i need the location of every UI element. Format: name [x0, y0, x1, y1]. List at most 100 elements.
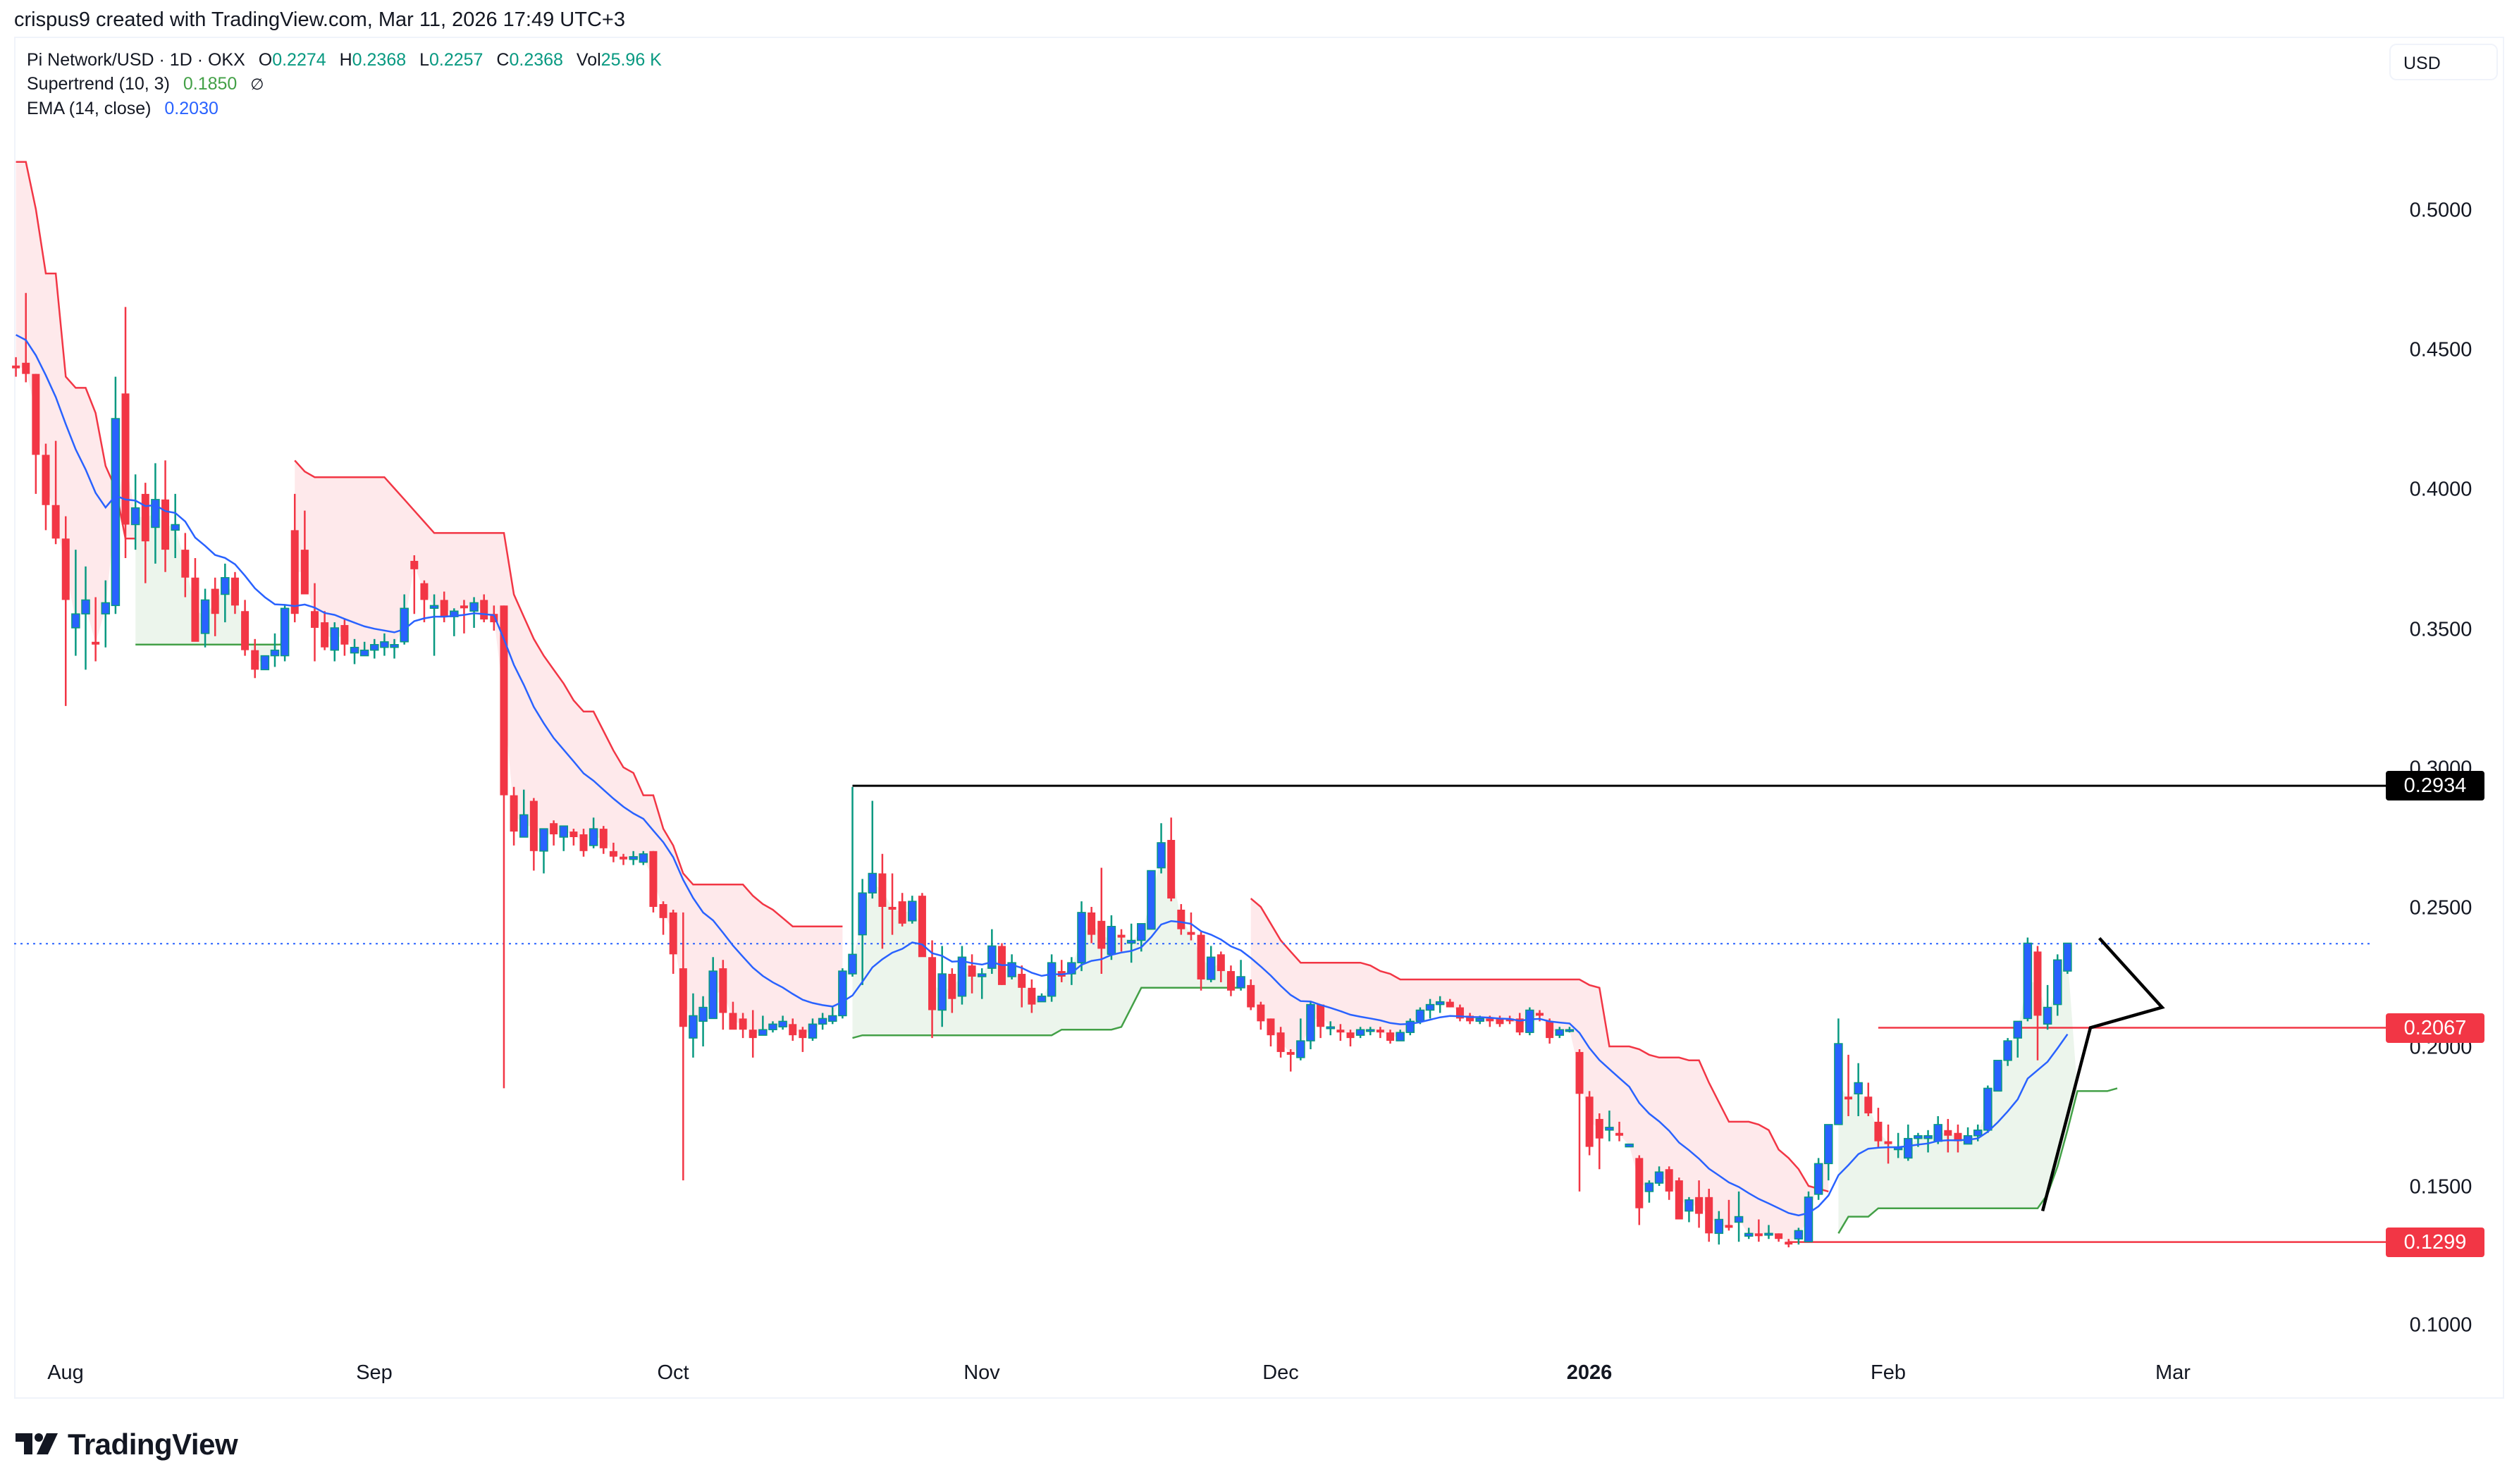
supertrend-line — [1250, 898, 1829, 1193]
bearish-candle-body — [679, 968, 687, 1027]
bearish-candle-body — [490, 614, 498, 623]
bearish-candle-body — [599, 829, 608, 848]
time-tick: Dec — [1262, 1361, 1299, 1384]
bullish-candle-body — [151, 499, 160, 528]
bearish-candle-body — [161, 499, 170, 550]
bullish-candle-body — [1147, 870, 1156, 930]
chart-frame[interactable] — [14, 37, 2504, 1399]
time-tick: Mar — [2155, 1361, 2191, 1384]
legend-symbol-row: Pi Network/USD · 1D · OKX O0.2274 H0.236… — [27, 48, 662, 72]
low-support-price-tag[interactable]: 0.1299 — [2386, 1228, 2484, 1257]
bearish-candle-body — [1276, 1032, 1285, 1052]
bullish-candle-body — [111, 418, 121, 607]
bullish-candle-body — [1366, 1029, 1375, 1032]
bullish-candle-body — [708, 970, 717, 1020]
bullish-candle-body — [768, 1023, 777, 1030]
bearish-candle-body — [719, 968, 727, 1013]
bullish-candle-body — [2013, 1020, 2022, 1039]
bearish-candle-body — [1505, 1018, 1514, 1022]
bearish-candle-body — [340, 625, 349, 645]
bullish-candle-body — [359, 649, 369, 657]
mid-support-price-tag[interactable]: 0.2067 — [2386, 1013, 2484, 1043]
bearish-candle-body — [1954, 1132, 1962, 1142]
symbol-label[interactable]: Pi Network/USD · 1D · OKX — [27, 50, 245, 70]
bearish-candle-body — [878, 873, 887, 907]
tradingview-logo[interactable]: TradingView — [16, 1428, 238, 1461]
bearish-candle-body — [1028, 987, 1036, 1005]
bullish-candle-body — [1904, 1137, 1913, 1159]
bullish-candle-body — [1565, 1029, 1575, 1032]
bearish-candle-body — [1197, 934, 1205, 979]
bullish-candle-body — [698, 1006, 708, 1022]
bearish-candle-body — [579, 834, 588, 851]
ema-label: EMA (14, close) — [27, 99, 152, 118]
bullish-candle-body — [559, 825, 568, 838]
bullish-candle-body — [1804, 1197, 1813, 1242]
bearish-candle-body — [898, 901, 906, 924]
bullish-candle-body — [1813, 1163, 1823, 1195]
bearish-candle-body — [739, 1018, 747, 1030]
legend-ema-row[interactable]: EMA (14, close) 0.2030 — [27, 97, 662, 120]
bullish-candle-body — [429, 605, 439, 610]
bearish-candle-body — [61, 538, 70, 600]
bullish-candle-body — [1137, 923, 1146, 941]
bearish-candle-body — [1595, 1118, 1603, 1139]
bullish-candle-body — [589, 828, 598, 846]
open-label: O — [258, 50, 273, 70]
bearish-candle-body — [1874, 1121, 1883, 1142]
close-label: C — [496, 50, 510, 70]
bullish-candle-body — [828, 1015, 837, 1022]
bullish-candle-body — [1396, 1032, 1405, 1041]
supertrend-fill — [295, 460, 843, 1034]
bearish-candle-body — [251, 650, 259, 670]
bullish-candle-body — [1067, 962, 1076, 975]
time-tick: Sep — [356, 1361, 393, 1384]
bearish-candle-body — [1515, 1018, 1524, 1033]
resistance-price-tag[interactable]: 0.2934 — [2386, 771, 2484, 800]
bearish-candle-body — [1546, 1021, 1554, 1039]
supertrend-fill — [1250, 898, 1829, 1244]
bearish-candle-body — [1346, 1032, 1355, 1039]
volume-value: 25.96 K — [601, 50, 662, 70]
bearish-candle-body — [92, 641, 100, 645]
bearish-candle-body — [1675, 1180, 1683, 1220]
bearish-candle-body — [311, 611, 319, 628]
bullish-candle-body — [2023, 942, 2033, 1020]
legend-supertrend-row[interactable]: Supertrend (10, 3) 0.1850 ∅ — [27, 72, 662, 97]
ema-line — [16, 334, 2069, 1217]
bearish-candle-body — [321, 622, 329, 648]
bearish-candle-body — [1695, 1197, 1704, 1214]
bearish-candle-body — [1705, 1197, 1713, 1234]
bearish-candle-body — [1585, 1096, 1594, 1147]
time-tick: Feb — [1871, 1361, 1906, 1384]
bearish-candle-body — [749, 1029, 757, 1039]
bearish-candle-body — [1864, 1096, 1873, 1114]
bearish-candle-body — [1117, 934, 1126, 938]
price-tick: 0.1500 — [2409, 1175, 2472, 1199]
bearish-candle-body — [1785, 1242, 1793, 1245]
bearish-candle-body — [888, 907, 897, 910]
bearish-candle-body — [1775, 1233, 1783, 1239]
bearish-candle-body — [620, 856, 628, 860]
currency-button[interactable]: USD — [2389, 44, 2498, 80]
bearish-candle-body — [500, 605, 508, 796]
bullish-candle-body — [1525, 1009, 1534, 1033]
bullish-candle-body — [2043, 1006, 2052, 1025]
bullish-candle-body — [280, 607, 290, 657]
bearish-candle-body — [300, 550, 309, 595]
bullish-candle-body — [380, 641, 389, 648]
bullish-candle-body — [1157, 842, 1166, 869]
bearish-candle-body — [609, 851, 617, 857]
bearish-candle-body — [1317, 1004, 1325, 1027]
bullish-candle-body — [908, 901, 917, 922]
price-tick: 0.3500 — [2409, 618, 2472, 641]
bullish-candle-body — [1744, 1232, 1754, 1237]
bearish-candle-body — [1944, 1130, 1952, 1136]
bearish-candle-body — [510, 795, 518, 832]
bullish-candle-body — [1126, 939, 1136, 944]
bearish-candle-body — [241, 611, 250, 650]
price-tick: 0.1000 — [2409, 1313, 2472, 1337]
bullish-candle-body — [1983, 1087, 1993, 1131]
bearish-candle-body — [1177, 909, 1185, 929]
